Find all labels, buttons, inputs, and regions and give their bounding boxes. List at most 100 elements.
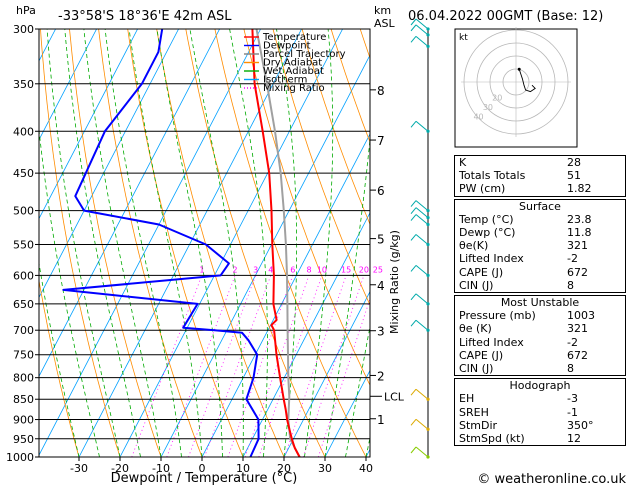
wind-barb-staff: [415, 207, 429, 219]
km-tick-label: 7: [377, 134, 385, 148]
index-value: 8: [567, 362, 574, 376]
temperature-tick-label: 20: [277, 462, 291, 475]
hodograph-ring-label: 30: [483, 103, 493, 112]
most-unstable-box: Most Unstable Pressure (mb) 1003 θe (K) 321…: [454, 295, 626, 377]
wind-barb: [410, 24, 430, 37]
index-value: 28: [567, 156, 581, 169]
wind-barb-dot: [426, 328, 430, 332]
station-location: -33°58'S 18°36'E 42m ASL: [58, 9, 232, 24]
legend-label: Wet Adiabat: [263, 66, 324, 77]
index-value: 23.8: [567, 212, 592, 226]
mixing-ratio-axis-label: Mixing Ratio (g/kg): [388, 230, 401, 334]
index-row: Totals Totals 51: [455, 169, 625, 182]
plot-frame: [38, 28, 371, 458]
pressure-tick-label: 750: [13, 349, 34, 362]
pressure-tick-label: 650: [13, 298, 34, 311]
km-tick-label: 6: [377, 184, 385, 198]
index-label: θe(K): [459, 239, 489, 253]
pressure-tick-label: 600: [13, 269, 34, 282]
wind-barb-staff: [415, 265, 429, 276]
index-label: CIN (J): [459, 278, 494, 292]
wind-barb: [410, 207, 430, 220]
index-value: 8: [567, 278, 574, 292]
axes: 3003504004505005506006507007508008509009…: [6, 23, 405, 475]
wind-barb-feather: [410, 293, 417, 301]
asl-unit: ASL: [374, 17, 396, 30]
index-label: Lifted Index: [459, 252, 524, 266]
wind-barb-feather: [410, 18, 417, 26]
index-label: PW (cm): [459, 182, 506, 196]
isotherm-line: [39, 29, 138, 220]
index-label: StmDir: [459, 418, 498, 432]
temperature-tick-label: -20: [111, 462, 129, 475]
index-value: 672: [567, 265, 588, 279]
wind-barbs: [410, 18, 430, 459]
wind-barb-staff: [415, 214, 429, 225]
wind-barb-dot: [426, 208, 430, 213]
index-row: Temp (°C) 23.8: [455, 213, 625, 226]
indices-top-box: K 28 Totals Totals 51 PW (cm) 1.82: [454, 155, 626, 197]
mixing-ratio-tick-label: 3: [253, 265, 258, 274]
mixing-ratio-tick-label: 4: [268, 265, 273, 274]
parcel-trajectory-line: [255, 29, 301, 457]
pressure-tick-label: 550: [13, 238, 34, 251]
index-value: -1: [567, 405, 578, 419]
wind-barb-feather: [410, 200, 417, 207]
isotherm-line: [242, 211, 370, 457]
wind-barb: [410, 418, 430, 431]
index-row: StmSpd (kt) 12: [455, 432, 625, 445]
wind-barb: [410, 120, 430, 133]
wind-barb: [410, 388, 430, 401]
temperature-tick-label: 40: [359, 462, 373, 475]
mixing-ratio-tick-label: 10: [317, 265, 327, 274]
wind-barb-feather: [410, 418, 417, 426]
isotherm-line: [39, 29, 261, 456]
wind-barb-dot: [426, 216, 430, 220]
index-row: K 28: [455, 156, 625, 169]
km-tick-label: 5: [377, 233, 385, 247]
isotherm-line: [39, 29, 220, 378]
index-row: Lifted Index -2: [455, 252, 625, 265]
index-value: 51: [567, 169, 581, 183]
isotherm-line: [119, 29, 343, 457]
mixing-ratio-tick-label: 15: [341, 265, 351, 274]
wind-barb-dot: [426, 44, 430, 48]
index-value: 1003: [567, 309, 595, 323]
mixing-ratio-tick-label: 6: [290, 265, 295, 274]
index-label: Temp (°C): [459, 212, 514, 226]
index-label: CAPE (J): [459, 265, 504, 279]
index-label: Dewp (°C): [459, 226, 516, 240]
wet-adiabat-line: [156, 29, 223, 457]
wet-adiabat-line: [229, 29, 268, 457]
most-unstable-title: Most Unstable: [500, 296, 580, 310]
km-tick-label: 1: [377, 413, 385, 427]
wind-barb: [410, 18, 430, 31]
profile-lines: [62, 29, 301, 457]
index-row: EH -3: [455, 392, 625, 405]
pressure-tick-label: 700: [13, 324, 34, 337]
index-label: CAPE (J): [459, 348, 504, 362]
wind-barb-staff: [415, 446, 429, 458]
wind-barb-feather: [410, 319, 417, 327]
mixing-ratio-tick-label: 8: [306, 265, 311, 274]
wind-barb: [410, 293, 430, 306]
km-tick-label: 4: [377, 279, 385, 293]
pressure-tick-label: 300: [13, 23, 34, 36]
index-row: θe(K) 321: [455, 239, 625, 252]
wind-barb: [410, 265, 430, 278]
pressure-tick-label: 450: [13, 167, 34, 180]
mixing-ratio-tick-label: 25: [373, 265, 383, 274]
hodograph-ring-label: 40: [473, 112, 483, 121]
hodograph-trace: [518, 69, 536, 93]
temperature-tick-label: -30: [70, 462, 88, 475]
wind-barb-staff: [415, 234, 429, 245]
index-row: Dewp (°C) 11.8: [455, 226, 625, 239]
legend-label: Parcel Trajectory: [263, 49, 346, 60]
wind-barb: [410, 319, 430, 332]
pressure-tick-label: 850: [13, 393, 34, 406]
pressure-tick-label: 500: [13, 205, 34, 218]
index-row: CAPE (J) 672: [455, 266, 625, 279]
km-tick-label: 2: [377, 369, 385, 383]
wind-barb-dot: [426, 302, 430, 306]
